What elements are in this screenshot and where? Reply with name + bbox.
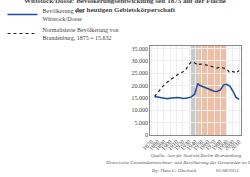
svg-text:1880: 1880 [148,139,161,152]
svg-text:1900: 1900 [160,139,173,152]
svg-text:15.000: 15.000 [132,95,149,101]
svg-text:01/08/2012: 01/08/2012 [216,168,239,173]
svg-text:1990: 1990 [217,139,230,152]
svg-text:Bevölkerung vonWittstock/Dosse: Bevölkerung vonWittstock/Dosse [43,8,85,22]
svg-text:2000: 2000 [223,139,236,152]
svg-text:1910: 1910 [167,139,180,152]
svg-text:Wittstock/Dosse: Bevölkerungse: Wittstock/Dosse: Bevölkerungsentwicklung… [24,0,226,14]
svg-text:1940: 1940 [185,139,198,152]
svg-text:1960: 1960 [198,139,211,152]
svg-text:1970: 1970 [204,139,217,152]
svg-text:1890: 1890 [154,139,167,152]
svg-text:1930: 1930 [179,139,192,152]
svg-text:30.000: 30.000 [132,58,149,64]
svg-text:20.000: 20.000 [132,83,149,89]
svg-text:1870: 1870 [142,139,155,152]
svg-text:1950: 1950 [192,139,205,152]
svg-text:Normalisierte Bevölkerung vonB: Normalisierte Bevölkerung vonBrandenburg… [43,27,119,41]
svg-text:10.000: 10.000 [132,107,149,113]
svg-text:2010: 2010 [229,139,242,152]
svg-text:Quelle: Amt für Statistik Berl: Quelle: Amt für Statistik Berlin-Branden… [105,153,250,165]
svg-text:0: 0 [145,132,148,138]
svg-text:1980: 1980 [210,139,223,152]
svg-text:1920: 1920 [173,139,186,152]
svg-text:By: Hans G. Oberlack: By: Hans G. Oberlack [152,168,197,173]
svg-text:35.000: 35.000 [132,46,149,52]
svg-text:5.000: 5.000 [135,120,149,126]
svg-text:25.000: 25.000 [132,70,149,76]
